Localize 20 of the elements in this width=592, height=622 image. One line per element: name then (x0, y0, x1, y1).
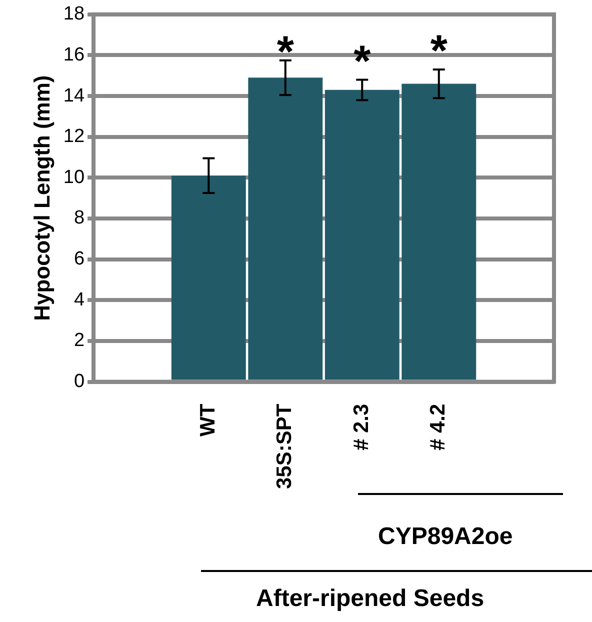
text: After-ripened Seeds (256, 585, 484, 613)
y-tick-label: 6 (74, 248, 85, 270)
y-tick-label: 10 (63, 166, 85, 188)
x-tick-label: WT (196, 404, 220, 436)
y-tick-label: 2 (74, 330, 85, 352)
y-tick-label: 14 (63, 85, 85, 106)
x-tick-label: # 2.3 (350, 404, 373, 451)
y-tick-label: 18 (63, 4, 85, 25)
annotation: * (276, 27, 295, 76)
y-tick-label: 16 (63, 44, 85, 66)
y-tick-label: 0 (74, 371, 85, 392)
x-tick-label: # 4.2 (426, 404, 450, 451)
x-tick-label: 35S:SPT (273, 404, 296, 490)
annotation: * (354, 36, 372, 86)
y-axis-title: Hypocotyl Length (mm) (29, 75, 54, 321)
annotation: * (430, 26, 448, 76)
y-tick-label: 4 (74, 289, 85, 310)
y-tick-label: 8 (74, 208, 85, 229)
y-tick-label: 12 (63, 126, 85, 148)
text: CYP89A2oe (378, 523, 513, 551)
